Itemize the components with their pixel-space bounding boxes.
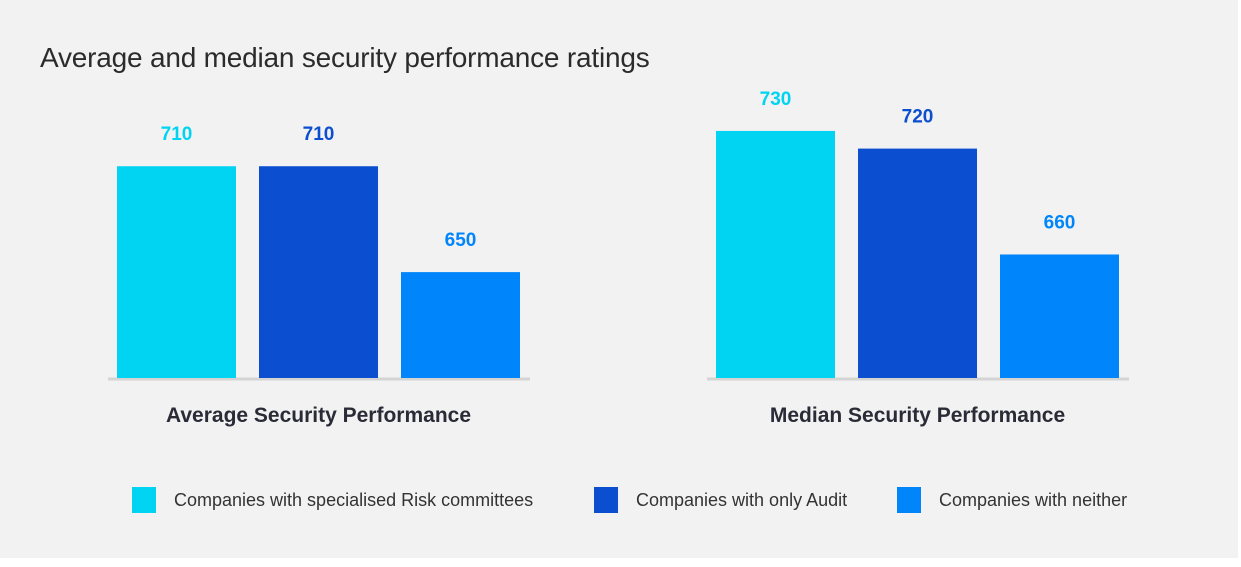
bar-median-security-performance-neither — [1000, 254, 1119, 378]
bar-average-security-performance-neither — [401, 272, 520, 378]
bar-average-security-performance-audit — [259, 166, 378, 378]
data-label-average-security-performance-audit: 710 — [303, 124, 335, 145]
bar-median-security-performance-risk — [716, 130, 835, 378]
category-label-average-security-performance: Average Security Performance — [166, 404, 471, 427]
legend-swatch-audit — [594, 487, 618, 513]
data-label-average-security-performance-neither: 650 — [445, 230, 477, 251]
data-label-median-security-performance-risk: 730 — [760, 89, 792, 110]
chart-legend: Companies with specialised Risk committe… — [0, 487, 1241, 517]
legend-swatch-neither — [897, 487, 921, 513]
data-label-average-security-performance-risk: 710 — [161, 124, 193, 145]
legend-label-audit: Companies with only Audit — [636, 489, 848, 510]
chart-title: Average and median security performance … — [40, 42, 650, 73]
data-label-median-security-performance-neither: 660 — [1044, 212, 1076, 233]
bar-average-security-performance-risk — [117, 166, 236, 378]
legend-item-audit: Companies with only Audit — [594, 487, 847, 513]
category-label-median-security-performance: Median Security Performance — [770, 404, 1065, 427]
legend-swatch-risk — [132, 487, 156, 513]
legend-item-risk: Companies with specialised Risk committe… — [132, 487, 533, 513]
bar-median-security-performance-audit — [858, 148, 977, 378]
data-label-median-security-performance-audit: 720 — [902, 107, 934, 128]
legend-label-risk: Companies with specialised Risk committe… — [174, 489, 534, 510]
legend-item-neither: Companies with neither — [897, 487, 1127, 513]
legend-label-neither: Companies with neither — [939, 489, 1128, 510]
